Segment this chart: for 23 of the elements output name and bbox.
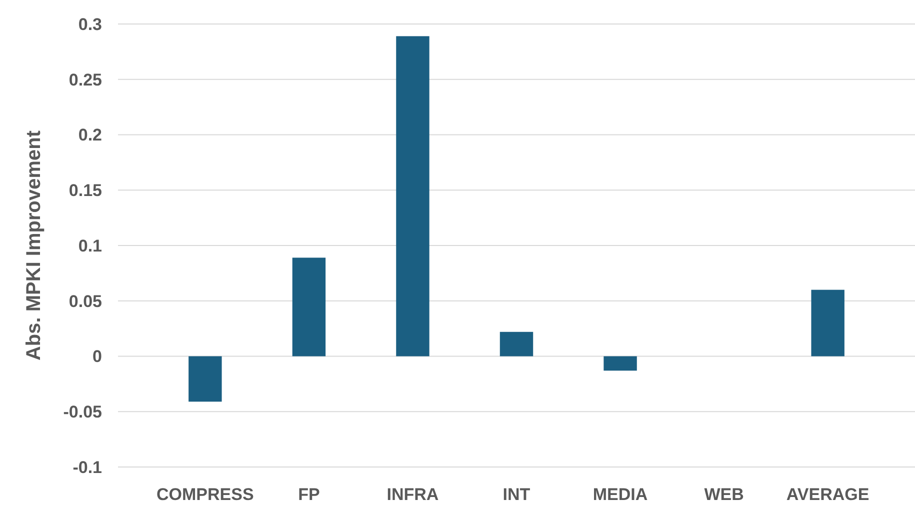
x-tick-label: AVERAGE <box>786 485 870 504</box>
y-tick-label: 0.1 <box>78 236 102 256</box>
y-tick-label: 0.2 <box>78 126 102 145</box>
bar <box>188 356 222 402</box>
y-tick-label: -0.1 <box>72 458 102 477</box>
bar <box>292 258 326 356</box>
bar <box>500 332 534 356</box>
x-tick-label: COMPRESS <box>156 485 254 504</box>
x-tick-label: INT <box>502 485 531 504</box>
y-tick-label: 0 <box>92 347 102 366</box>
y-axis-title: Abs. MPKI Improvement <box>23 130 45 361</box>
y-tick-label: 0.05 <box>68 292 102 311</box>
y-tick-label: 0.3 <box>78 14 102 34</box>
y-tick-label: 0.25 <box>68 70 102 90</box>
bar <box>396 36 430 356</box>
bar <box>604 356 637 371</box>
x-tick-label: MEDIA <box>592 485 648 504</box>
y-tick-label: 0.15 <box>68 181 102 200</box>
bar <box>811 290 844 356</box>
x-tick-label: WEB <box>704 485 744 504</box>
x-tick-label: FP <box>298 485 320 504</box>
y-tick-label: -0.05 <box>63 402 102 422</box>
x-tick-label: INFRA <box>386 485 439 504</box>
